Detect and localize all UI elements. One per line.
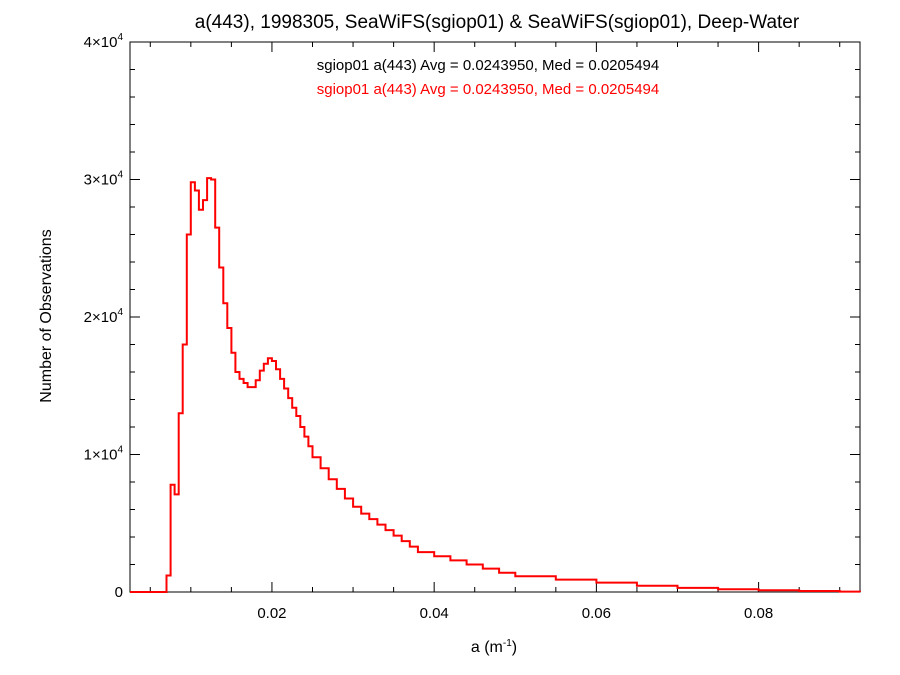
x-axis-label-exponent: -1 xyxy=(503,638,512,649)
y-tick-label: 0 xyxy=(115,584,123,601)
x-axis-label-suffix: ) xyxy=(512,639,517,656)
y-tick-label: 2×104 xyxy=(84,307,124,326)
x-tick-label: 0.02 xyxy=(257,605,286,622)
series-line xyxy=(130,177,861,593)
y-axis-label: Number of Observations xyxy=(38,229,55,402)
annotation-red: sgiop01 a(443) Avg = 0.0243950, Med = 0.… xyxy=(317,81,660,98)
y-tick-label: 3×104 xyxy=(84,170,124,189)
y-tick-label: 4×104 xyxy=(84,32,124,51)
y-tick-label: 1×104 xyxy=(84,445,124,464)
annotation-black: sgiop01 a(443) Avg = 0.0243950, Med = 0.… xyxy=(317,57,660,74)
x-tick-label: 0.08 xyxy=(744,605,773,622)
x-tick-label: 0.04 xyxy=(420,605,449,622)
y-tick-exponent: 4 xyxy=(117,307,123,318)
y-tick-mantissa: 4×10 xyxy=(84,34,118,51)
y-tick-mantissa: 2×10 xyxy=(84,309,118,326)
x-axis-label: a (m-1) xyxy=(471,638,517,656)
y-tick-exponent: 4 xyxy=(117,32,123,43)
y-tick-exponent: 4 xyxy=(117,170,123,181)
x-tick-label: 0.06 xyxy=(582,605,611,622)
x-axis: 0.02 0.04 0.06 0.08 xyxy=(149,42,841,622)
y-tick-exponent: 4 xyxy=(117,445,123,456)
chart-title: a(443), 1998305, SeaWiFS(sgiop01) & SeaW… xyxy=(195,12,800,33)
plot-frame xyxy=(129,41,861,593)
x-axis-label-base: a (m xyxy=(471,639,503,656)
y-tick-mantissa: 3×10 xyxy=(84,172,118,189)
y-tick-mantissa: 0 xyxy=(115,584,123,601)
y-tick-mantissa: 1×10 xyxy=(84,447,118,464)
